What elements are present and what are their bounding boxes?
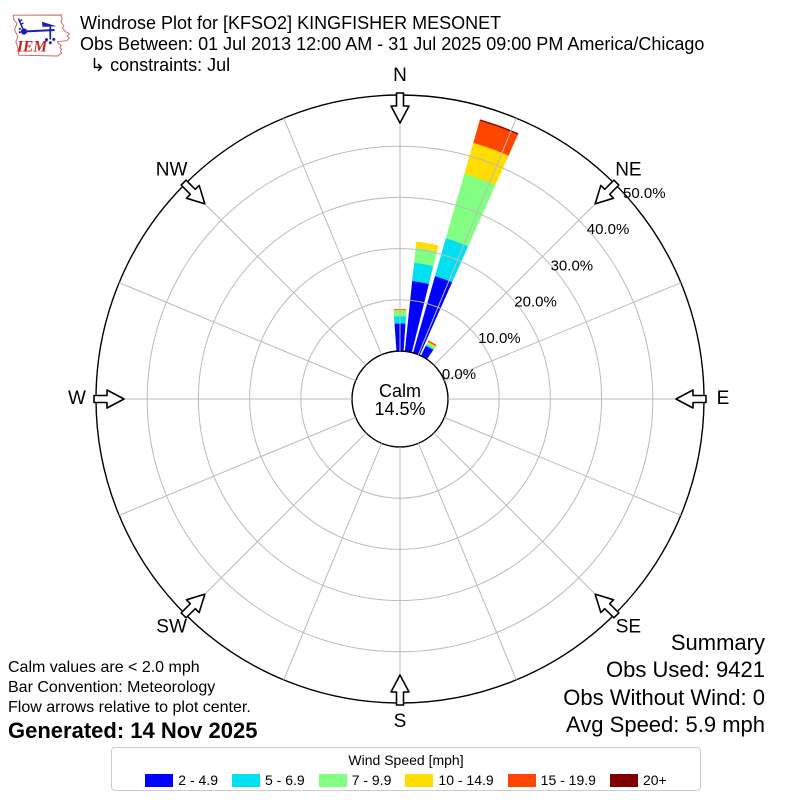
svg-text:NW: NW [156,160,188,181]
svg-text:S: S [394,711,407,732]
svg-text:SW: SW [156,616,187,637]
svg-text:30.0%: 30.0% [551,257,594,274]
svg-text:E: E [717,388,730,409]
svg-text:W: W [68,388,86,409]
svg-text:40.0%: 40.0% [587,221,630,238]
svg-text:0.0%: 0.0% [442,366,476,383]
svg-text:10.0%: 10.0% [478,330,521,347]
svg-text:NE: NE [615,160,641,181]
svg-text:50.0%: 50.0% [623,185,666,202]
svg-text:20.0%: 20.0% [514,294,557,311]
svg-text:N: N [393,65,407,86]
